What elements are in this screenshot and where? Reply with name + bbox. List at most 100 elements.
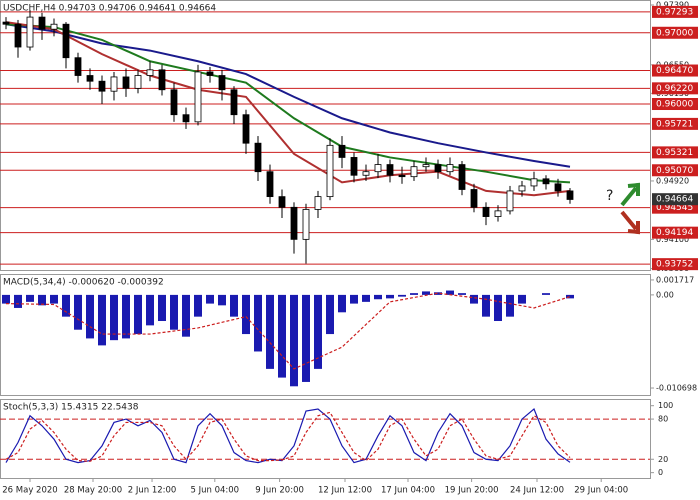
candle-body — [278, 196, 286, 208]
x-tick-label: 26 May 2020 — [2, 486, 57, 496]
stoch-signal — [5, 411, 571, 462]
level-box — [652, 82, 698, 95]
macd-bar — [277, 294, 286, 378]
candle-body — [74, 57, 82, 76]
candle-body — [422, 164, 430, 168]
x-tick-label: 5 Jun 04:00 — [191, 486, 240, 496]
macd-bar — [481, 294, 490, 317]
level-box — [652, 164, 698, 177]
candle-body — [410, 166, 418, 178]
macd-bar — [493, 294, 502, 322]
candle-body — [266, 171, 274, 198]
macd-bar — [541, 293, 550, 295]
ma-line — [5, 23, 571, 184]
level-label: 0.94194 — [656, 228, 693, 238]
macd-bar — [49, 294, 58, 304]
y-tick-label: 0 — [658, 468, 663, 477]
y-tick-label: -0.010698 — [656, 384, 697, 393]
level-box — [652, 226, 698, 239]
candle-body — [50, 23, 58, 30]
level-label: 0.93752 — [656, 260, 693, 270]
candle-body — [386, 164, 394, 176]
x-tick-label: 12 Jun 12:00 — [318, 486, 372, 496]
macd-bar — [205, 294, 214, 304]
y-tick-label: 0.94920 — [656, 176, 689, 185]
chart-title: USDCHF,H4 0.94703 0.94706 0.94641 0.9466… — [3, 4, 216, 14]
candle-body — [122, 76, 130, 89]
stoch-title: Stoch(5,3,3) 15.4315 22.5438 — [3, 403, 139, 413]
candle-body — [158, 69, 166, 91]
candle-body — [446, 164, 454, 173]
candle-body — [302, 209, 310, 240]
macd-bar — [25, 294, 34, 302]
macd-bar — [265, 294, 274, 369]
candle-body — [362, 171, 370, 176]
x-tick-label: 24 Jun 12:00 — [510, 486, 564, 496]
macd-bar — [61, 294, 70, 317]
level-box — [652, 5, 698, 18]
macd-bar — [325, 294, 334, 335]
ma-line — [5, 23, 571, 168]
macd-bar — [505, 294, 514, 317]
candle-body — [14, 23, 22, 48]
ma-line — [5, 21, 571, 197]
macd-bar — [517, 294, 526, 304]
level-label: 0.97293 — [656, 7, 693, 17]
macd-bar — [313, 294, 322, 369]
level-label: 0.97000 — [656, 28, 693, 38]
macd-bar — [73, 294, 82, 330]
macd-bar — [253, 294, 262, 352]
macd-bar — [121, 294, 130, 339]
macd-bar — [469, 294, 478, 304]
candle-body — [398, 174, 406, 178]
candle-body — [2, 21, 10, 25]
candle-body — [290, 206, 298, 240]
candle-body — [482, 206, 490, 217]
macd-bar — [193, 294, 202, 317]
macd-bar — [373, 294, 382, 300]
candle-body — [542, 178, 550, 185]
level-label: 0.94545 — [656, 203, 693, 213]
level-label: 0.96220 — [656, 84, 693, 94]
macd-bar — [85, 294, 94, 339]
macd-bar — [349, 294, 358, 304]
level-box — [652, 117, 698, 130]
macd-bar — [157, 294, 166, 322]
macd-bar — [337, 294, 346, 313]
x-tick-label: 17 Jun 04:00 — [381, 486, 435, 496]
y-tick-label: 0.00 — [656, 290, 674, 299]
candle-body — [374, 164, 382, 173]
macd-bar — [37, 294, 46, 306]
candle-body — [38, 16, 46, 30]
macd-bar — [229, 294, 238, 317]
candle-body — [434, 164, 442, 173]
level-box — [652, 258, 698, 271]
macd-bar — [289, 294, 298, 387]
macd-bar — [565, 294, 574, 299]
candle-body — [314, 196, 322, 210]
up-arrow — [620, 182, 640, 207]
candle-body — [326, 144, 334, 198]
macd-signal — [5, 292, 571, 370]
macd-bar — [13, 294, 22, 308]
level-box — [652, 98, 698, 111]
candle-body — [506, 190, 514, 212]
candle-body — [86, 75, 94, 82]
candle-body — [494, 210, 502, 217]
candle-body — [530, 178, 538, 187]
macd-title: MACD(5,34,4) -0.000620 -0.000392 — [3, 278, 164, 288]
candle-body — [230, 89, 238, 116]
macd-bar — [241, 294, 250, 335]
level-label: 0.96470 — [656, 66, 693, 76]
candle-body — [182, 114, 190, 123]
level-box — [652, 64, 698, 77]
macd-bar — [397, 294, 406, 297]
y-tick-label: 0.94100 — [656, 235, 689, 244]
macd-bar — [109, 294, 118, 341]
y-tick-label: 80 — [658, 415, 668, 424]
level-box — [652, 146, 698, 159]
macd-bar — [217, 294, 226, 306]
